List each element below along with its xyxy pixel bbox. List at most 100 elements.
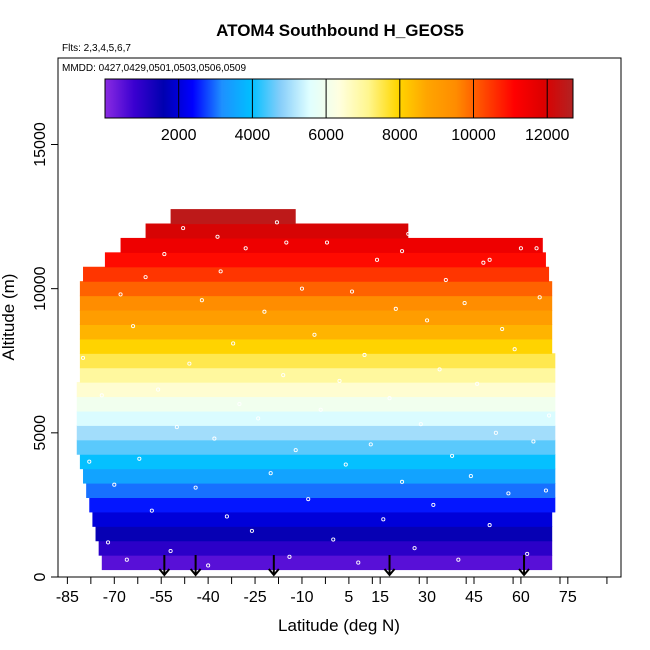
x-tick-label: -70	[103, 589, 126, 606]
sample-point	[387, 396, 392, 401]
x-tick-label: 15	[371, 589, 389, 606]
dates-note: MMDD: 0427,0429,0501,0503,0506,0509	[62, 63, 246, 74]
y-tick-label: 5000	[32, 415, 49, 451]
altitude-band	[79, 295, 553, 311]
altitude-band	[79, 338, 553, 354]
y-tick-label: 0	[32, 572, 49, 581]
x-tick-label: -25	[243, 589, 266, 606]
sample-point	[468, 474, 473, 479]
colorbar-tick-label: 2000	[161, 127, 197, 144]
sample-point	[443, 277, 448, 283]
colorbar-tick-label: 12000	[525, 127, 570, 144]
sample-point	[493, 430, 498, 435]
plot-area	[76, 209, 556, 571]
sample-point	[281, 373, 286, 378]
altitude-band	[79, 324, 553, 340]
sample-point	[437, 367, 442, 372]
sample-point	[156, 387, 161, 392]
altitude-band	[76, 425, 556, 441]
sample-point	[318, 407, 323, 412]
sample-point	[462, 301, 467, 306]
sample-point	[124, 557, 129, 562]
altitude-band	[79, 367, 556, 383]
sample-point	[87, 459, 92, 464]
altitude-band	[76, 382, 556, 398]
sample-point	[249, 528, 254, 533]
x-tick-label: 45	[465, 589, 483, 606]
altitude-band	[79, 353, 556, 369]
altitude-band	[79, 454, 556, 470]
sample-point	[349, 289, 355, 294]
chart-title: ATOM4 Southbound H_GEOS5	[216, 21, 464, 40]
sample-point	[224, 514, 229, 519]
sample-point	[268, 471, 273, 476]
sample-point	[412, 546, 417, 551]
x-tick-label: 60	[512, 589, 530, 606]
sample-point	[262, 309, 267, 314]
colorbar-tick-label: 8000	[382, 127, 418, 144]
sample-point	[343, 462, 348, 467]
altitude-band	[79, 310, 553, 325]
sample-point	[393, 306, 398, 311]
sample-point	[487, 257, 492, 262]
sample-point	[199, 298, 204, 303]
sample-point	[206, 563, 211, 568]
altitude-band	[83, 468, 556, 484]
y-tick-label: 10000	[32, 266, 49, 311]
sample-point	[406, 231, 411, 236]
colorbar: 2000 4000 6000 8000 10000 12000	[104, 78, 574, 144]
sample-point	[356, 560, 361, 565]
sample-point	[293, 448, 298, 453]
sample-point	[274, 220, 279, 225]
x-axis: -85 -70 -55 -40 -25 -10 5 15 30 45 60 75	[56, 576, 621, 606]
altitude-band	[145, 223, 409, 239]
altitude-band	[120, 237, 543, 253]
sample-point	[543, 488, 548, 493]
altitude-band	[86, 483, 556, 498]
flight-arrow	[268, 555, 280, 577]
colorbar-gradient	[104, 78, 574, 119]
sample-point	[105, 540, 111, 545]
sample-point	[425, 318, 430, 323]
sample-point	[287, 554, 292, 559]
sample-point	[193, 485, 198, 490]
sample-point	[143, 275, 148, 280]
sample-point	[487, 523, 492, 528]
sample-point	[187, 361, 192, 366]
x-axis-label: Latitude (deg N)	[278, 616, 400, 635]
x-tick-label: -85	[56, 589, 79, 606]
sample-point	[518, 246, 523, 251]
sample-point	[547, 413, 552, 418]
sample-point	[131, 324, 136, 329]
x-tick-label: 30	[418, 589, 436, 606]
sample-point	[537, 295, 542, 300]
sample-point	[80, 355, 86, 360]
y-axis: 0 5000 10000 15000	[32, 122, 58, 581]
altitude-band	[76, 439, 556, 455]
altitude-band	[79, 281, 553, 297]
sample-point	[243, 246, 248, 251]
altitude-band	[76, 396, 556, 412]
sample-point	[306, 497, 311, 502]
x-tick-label: -40	[197, 589, 220, 606]
sample-point	[118, 292, 123, 297]
colorbar-tick-label: 10000	[451, 127, 496, 144]
sample-point	[337, 378, 342, 383]
sample-point	[525, 551, 530, 556]
altitude-band	[89, 497, 556, 513]
sample-point	[256, 416, 261, 421]
sample-point	[381, 517, 386, 522]
altitude-band	[98, 540, 553, 556]
flight-arrows	[158, 555, 530, 577]
sample-point	[312, 332, 317, 337]
sample-point	[500, 326, 505, 332]
sample-point	[450, 453, 455, 458]
sample-point	[475, 381, 480, 386]
sample-point	[215, 234, 220, 239]
y-tick-label: 15000	[32, 122, 49, 167]
sample-point	[506, 491, 511, 496]
altitude-band	[95, 526, 553, 542]
sample-point	[218, 269, 223, 274]
sample-point	[99, 393, 104, 398]
